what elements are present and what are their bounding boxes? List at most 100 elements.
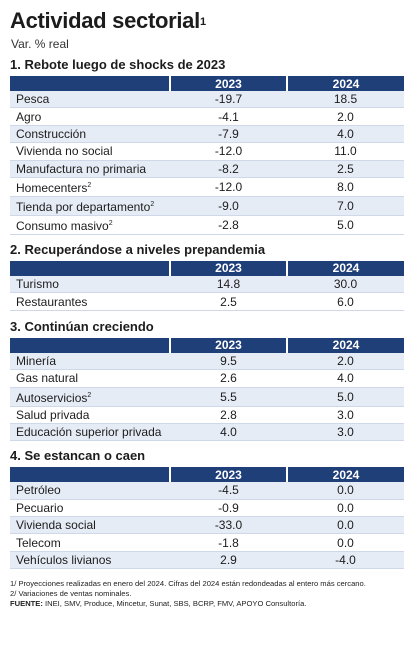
column-header-2024: 2024 <box>286 467 404 483</box>
value-2024: 0.0 <box>287 499 404 518</box>
table-row: Minería 9.5 2.0 <box>10 352 404 371</box>
value-2023: -9.0 <box>170 196 287 216</box>
section-rebote: 1. Rebote luego de shocks de 2023 2023 202… <box>10 57 404 235</box>
section-table: 2023 2024 Turismo 14.8 30.0 Restaurantes 2.5 6.… <box>10 260 404 311</box>
page-subtitle: Var. % real <box>11 37 69 51</box>
row-label: Educación superior privada <box>16 425 162 440</box>
column-header-2023: 2023 <box>169 337 287 353</box>
section-table: 2023 2024 Pesca -19.7 18.5 Agro -4.1 2.0 Constru… <box>10 76 404 235</box>
table-header-row: 2023 2024 <box>10 467 404 483</box>
row-label-cell: Educación superior privada <box>10 423 170 442</box>
row-footnote-marker: 2 <box>108 219 113 227</box>
table-row: Salud privada 2.8 3.0 <box>10 406 404 424</box>
table-row: Pecuario -0.9 0.0 <box>10 499 404 518</box>
value-2024: 4.0 <box>287 125 404 144</box>
value-2023: -19.7 <box>170 91 287 109</box>
table-row: Restaurantes 2.5 6.0 <box>10 292 404 311</box>
row-label: Tienda por departamento <box>16 199 151 214</box>
infographic: Actividad sectorial1 Var. % real 1. Rebo… <box>10 8 404 609</box>
row-label-cell: Pecuario <box>10 499 170 518</box>
section-title: 1. Rebote luego de shocks de 2023 <box>10 57 226 72</box>
table-row: Construcción -7.9 4.0 <box>10 125 404 144</box>
table-row: Tienda por departamento2 -9.0 7.0 <box>10 196 404 216</box>
row-label: Manufactura no primaria <box>16 161 147 176</box>
column-header-2024: 2024 <box>286 260 404 276</box>
footnote-1: 1/ Proyecciones realizadas en enero del … <box>10 579 366 589</box>
header-blank-cell <box>10 76 170 91</box>
row-label-cell: Manufactura no primaria <box>10 160 170 178</box>
value-2024: 0.0 <box>287 533 404 552</box>
value-2024: 18.5 <box>287 91 404 109</box>
table-row: Consumo masivo2 -2.8 5.0 <box>10 215 404 235</box>
table-header-row: 2023 2024 <box>10 260 404 276</box>
value-2024: 6.0 <box>287 292 404 311</box>
value-2023: 5.5 <box>170 387 287 407</box>
value-2023: 14.8 <box>170 275 287 294</box>
value-2023: 4.0 <box>170 423 287 442</box>
value-2023: -4.5 <box>170 482 287 500</box>
value-2023: 9.5 <box>170 352 287 371</box>
row-label: Vehículos livianos <box>16 553 112 568</box>
table-row: Pesca -19.7 18.5 <box>10 91 404 109</box>
table-header-row: 2023 2024 <box>10 337 404 353</box>
value-2023: 2.5 <box>170 292 287 311</box>
row-label-cell: Homecenters2 <box>10 177 170 197</box>
value-2024: 0.0 <box>287 516 404 535</box>
row-label: Pecuario <box>16 500 64 515</box>
title-text: Actividad sectorial <box>10 8 200 33</box>
row-label: Restaurantes <box>16 294 88 309</box>
row-label: Construcción <box>16 126 87 141</box>
section-recuperacion: 2. Recuperándose a niveles prepandemia 20… <box>10 242 404 311</box>
column-header-2023: 2023 <box>169 467 287 483</box>
title-footnote-marker: 1 <box>199 16 206 28</box>
row-label: Gas natural <box>16 371 79 386</box>
value-2024: 2.0 <box>287 107 404 126</box>
header-blank-cell <box>10 467 170 483</box>
section-title: 4. Se estancan o caen <box>10 448 146 464</box>
row-label-cell: Vehículos livianos <box>10 551 170 570</box>
row-label-cell: Petróleo <box>10 482 170 500</box>
row-label-cell: Gas natural <box>10 369 170 388</box>
row-label-cell: Telecom <box>10 533 170 552</box>
column-header-2023: 2023 <box>169 76 287 91</box>
row-label-cell: Construcción <box>10 125 170 144</box>
header-blank-cell <box>10 260 170 276</box>
table-row: Vivienda social -33.0 0.0 <box>10 516 404 535</box>
value-2024: 4.0 <box>287 369 404 388</box>
header-blank-cell <box>10 337 170 353</box>
value-2023: -12.0 <box>170 177 287 197</box>
section-table: 2023 2024 Petróleo -4.5 0.0 Pecuario -0.9 0.0 Vi… <box>10 467 404 570</box>
row-footnote-marker: 2 <box>150 200 155 208</box>
column-header-2024: 2024 <box>286 337 404 353</box>
table-row: Telecom -1.8 0.0 <box>10 533 404 552</box>
table-row: Vehículos livianos 2.9 -4.0 <box>10 551 404 570</box>
value-2024: 2.0 <box>287 352 404 371</box>
source-line: FUENTE: INEI, SMV, Produce, Mincetur, Su… <box>10 599 404 609</box>
value-2023: -0.9 <box>170 499 287 518</box>
value-2023: -8.2 <box>170 160 287 178</box>
value-2024: 3.0 <box>287 406 404 424</box>
column-header-2023: 2023 <box>169 260 287 276</box>
table-row: Autoservicios2 5.5 5.0 <box>10 387 404 407</box>
row-label: Agro <box>16 109 42 124</box>
value-2024: 8.0 <box>287 177 404 197</box>
row-label: Petróleo <box>16 483 61 498</box>
page-title: Actividad sectorial1 <box>10 8 404 34</box>
value-2023: 2.8 <box>170 406 287 424</box>
row-label-cell: Turismo <box>10 275 170 294</box>
value-2023: -33.0 <box>170 516 287 535</box>
row-label-cell: Consumo masivo2 <box>10 215 170 235</box>
section-title: 3. Continúan creciendo <box>10 318 154 334</box>
value-2023: -1.8 <box>170 533 287 552</box>
value-2023: 2.6 <box>170 369 287 388</box>
section-title: 2. Recuperándose a niveles prepandemia <box>10 241 266 257</box>
value-2023: -2.8 <box>170 215 287 235</box>
value-2023: 2.9 <box>170 551 287 570</box>
value-2024: 2.5 <box>287 160 404 178</box>
row-label: Turismo <box>16 277 59 292</box>
table-row: Gas natural 2.6 4.0 <box>10 369 404 388</box>
value-2024: -4.0 <box>287 551 404 570</box>
row-footnote-marker: 2 <box>87 391 92 399</box>
table-row: Homecenters2 -12.0 8.0 <box>10 177 404 197</box>
column-header-2024: 2024 <box>286 76 404 91</box>
